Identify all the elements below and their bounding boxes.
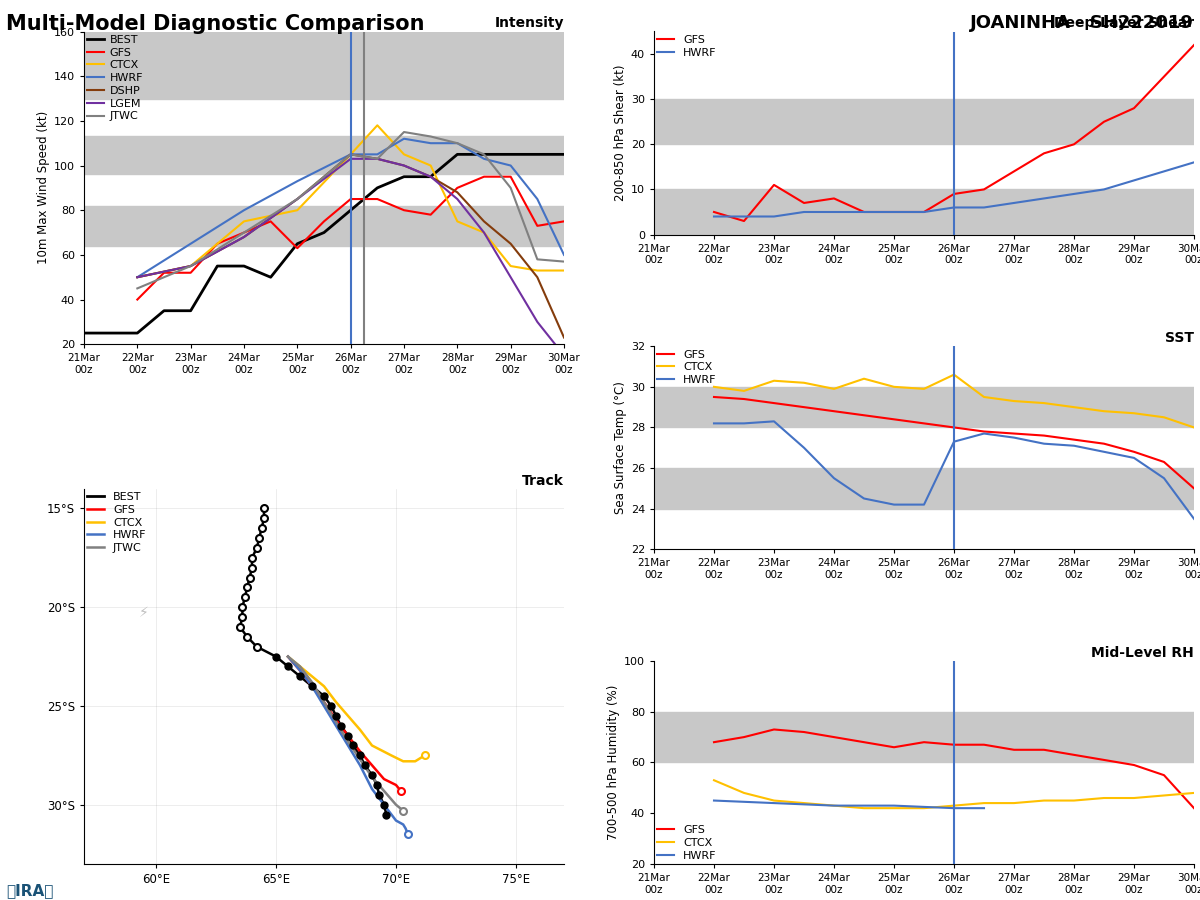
Text: Multi-Model Diagnostic Comparison: Multi-Model Diagnostic Comparison [6,14,425,33]
Bar [654,468,1194,508]
Y-axis label: Sea Surface Temp (°C): Sea Surface Temp (°C) [613,382,626,514]
Text: ⚡: ⚡ [139,606,149,620]
Bar [654,189,1194,235]
Y-axis label: 200-850 hPa Shear (kt): 200-850 hPa Shear (kt) [613,65,626,202]
Text: Track: Track [522,473,564,488]
Legend: GFS, CTCX, HWRF: GFS, CTCX, HWRF [658,349,716,385]
Text: Deep-Layer Shear: Deep-Layer Shear [1054,16,1194,31]
Legend: BEST, GFS, CTCX, HWRF, JTWC: BEST, GFS, CTCX, HWRF, JTWC [88,492,146,554]
Y-axis label: 700-500 hPa Humidity (%): 700-500 hPa Humidity (%) [607,685,620,841]
Bar [84,206,564,246]
Bar [84,32,564,98]
Legend: GFS, HWRF: GFS, HWRF [658,35,716,58]
Legend: BEST, GFS, CTCX, HWRF, DSHP, LGEM, JTWC: BEST, GFS, CTCX, HWRF, DSHP, LGEM, JTWC [88,35,143,122]
Text: JOANINHA - SH222019: JOANINHA - SH222019 [970,14,1194,32]
Text: Mid-Level RH: Mid-Level RH [1091,646,1194,660]
Y-axis label: 10m Max Wind Speed (kt): 10m Max Wind Speed (kt) [37,112,49,265]
Text: ⒸIRAⒶ: ⒸIRAⒶ [6,883,53,898]
Text: Intensity: Intensity [494,16,564,31]
Bar [654,712,1194,762]
Bar [84,137,564,175]
Legend: GFS, CTCX, HWRF: GFS, CTCX, HWRF [658,825,716,860]
Text: SST: SST [1165,331,1194,345]
Bar [654,99,1194,144]
Bar [654,387,1194,428]
